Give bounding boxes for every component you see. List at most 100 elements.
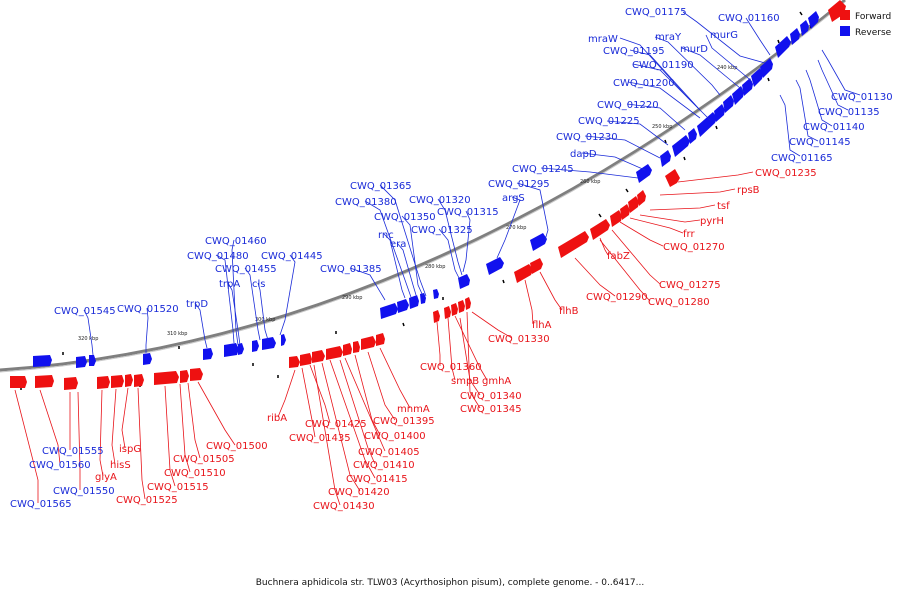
reverse-gene-labels: CWQ_01175 CWQ_01160 mraW mraY murG CWQ_0…: [54, 7, 893, 317]
gene-label: CWQ_01315: [437, 207, 499, 218]
gene-label: argS: [502, 193, 525, 204]
reverse-gene: [751, 68, 763, 87]
gene-label: CWQ_01395: [373, 416, 435, 427]
reverse-gene: [458, 274, 470, 289]
legend-forward-label: Forward: [855, 12, 891, 22]
gene-label: CWQ_01420: [328, 487, 390, 498]
tick-label: 240 kbp: [717, 65, 737, 71]
gene-label: mraW: [588, 34, 618, 45]
forward-gene: [190, 368, 203, 381]
reverse-gene: [636, 164, 652, 183]
forward-gene: [610, 210, 622, 227]
gene-label: CWQ_01190: [632, 60, 694, 71]
reverse-gene: [486, 257, 504, 275]
genome-backbone: [0, 0, 846, 372]
reverse-gene: [262, 337, 276, 350]
forward-gene: [64, 377, 78, 390]
gene-label: ispG: [119, 444, 141, 455]
gene-label: CWQ_01405: [358, 447, 420, 458]
legend-forward-swatch: [840, 10, 850, 20]
tick-label: 310 kbp: [167, 331, 187, 337]
forward-gene: [343, 343, 352, 356]
gene-label: CWQ_01245: [512, 164, 574, 175]
reverse-gene: [790, 28, 800, 45]
forward-gene: [558, 231, 589, 258]
gene-label: tsf: [717, 201, 730, 212]
reverse-gene: [238, 343, 244, 355]
gene-label: CWQ_01505: [173, 454, 235, 465]
gene-label: CWQ_01380: [335, 197, 397, 208]
gene-label: CWQ_01410: [353, 460, 415, 471]
reverse-gene: [224, 343, 239, 357]
reverse-gene: [409, 295, 419, 309]
gene-label: murD: [680, 44, 708, 55]
gene-label: CWQ_01135: [818, 107, 880, 118]
reverse-gene: [672, 135, 690, 157]
gene-label: CWQ_01400: [364, 431, 426, 442]
forward-gene: [458, 300, 465, 313]
gene-label: murG: [710, 30, 738, 41]
tick-label: 300 kbp: [255, 317, 275, 323]
gene-label: CWQ_01325: [411, 225, 473, 236]
gene-label: CWQ_01360: [420, 362, 482, 373]
gene-label: CWQ_01565: [10, 499, 72, 510]
forward-gene: [10, 376, 27, 388]
reverse-gene: [697, 112, 717, 137]
reverse-gene: [760, 58, 773, 78]
gene-label: rnc: [378, 230, 394, 241]
gene-label: gmhA: [482, 376, 511, 387]
gene-label: CWQ_01545: [54, 306, 116, 317]
forward-gene: [828, 0, 846, 22]
gene-label: CWQ_01425: [305, 419, 367, 430]
reverse-gene: [420, 293, 426, 304]
gene-label: CWQ_01270: [663, 242, 725, 253]
legend-reverse-swatch: [840, 26, 850, 36]
gene-label: CWQ_01435: [289, 433, 351, 444]
gene-label: CWQ_01430: [313, 501, 375, 512]
gene-label: flhB: [559, 306, 579, 317]
legend-reverse-label: Reverse: [855, 28, 892, 38]
gene-label: CWQ_01520: [117, 304, 179, 315]
reverse-gene: [76, 356, 87, 368]
gene-label: CWQ_01525: [116, 495, 178, 506]
forward-genes: [10, 0, 846, 390]
tick-label: 250 kbp: [652, 124, 672, 130]
tick-label: 280 kbp: [425, 264, 445, 270]
gene-label: CWQ_01330: [488, 334, 550, 345]
gene-label: CWQ_01225: [578, 116, 640, 127]
reverse-gene: [808, 11, 819, 29]
backbone-ticks: 240 kbp 250 kbp 260 kbp 270 kbp 280 kbp …: [78, 65, 737, 342]
forward-gene: [465, 297, 471, 310]
forward-gene: [530, 258, 543, 274]
gene-label: CWQ_01160: [718, 13, 780, 24]
reverse-gene: [660, 150, 671, 167]
reverse-gene: [281, 334, 286, 346]
forward-gene: [444, 306, 451, 319]
gene-label: CWQ_01200: [613, 78, 675, 89]
gene-label: trpA: [219, 279, 240, 290]
reverse-gene: [714, 104, 725, 122]
gene-label: CWQ_01365: [350, 181, 412, 192]
gene-label: CWQ_01320: [409, 195, 471, 206]
gene-label: glyA: [95, 472, 117, 483]
forward-gene: [326, 346, 343, 360]
forward-leaders: [14, 171, 754, 506]
gene-label: CWQ_01290: [586, 292, 648, 303]
reverse-gene: [723, 95, 734, 113]
reverse-gene: [143, 353, 152, 365]
reverse-gene: [732, 86, 744, 105]
reverse-gene: [530, 233, 547, 251]
forward-gene: [620, 204, 630, 220]
gene-label: CWQ_01175: [625, 7, 687, 18]
forward-gene: [97, 376, 110, 389]
forward-gene: [376, 333, 385, 346]
gene-label: CWQ_01295: [488, 179, 550, 190]
forward-gene: [637, 190, 646, 206]
forward-gene: [125, 374, 133, 387]
gene-label: mnmA: [397, 404, 430, 415]
forward-gene: [353, 341, 360, 353]
gene-label: ribA: [267, 413, 287, 424]
reverse-gene: [380, 303, 398, 319]
gene-label: CWQ_01140: [803, 122, 865, 133]
